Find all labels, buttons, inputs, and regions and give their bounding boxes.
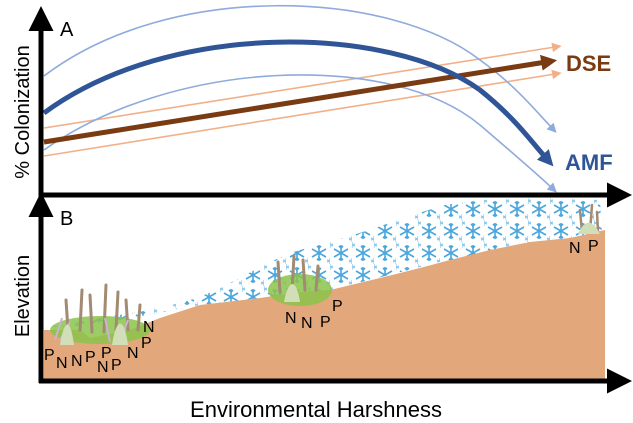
amf-label: AMF [565, 150, 613, 175]
np-label: P [101, 345, 112, 362]
np-label: N [285, 310, 297, 327]
x-axis-label: Environmental Harshness [190, 397, 442, 422]
np-labels-mid: N N P P P [285, 298, 343, 332]
np-label: P [111, 357, 122, 374]
np-labels-low: P N N P P N P N P N [44, 319, 155, 376]
np-label: N [143, 319, 155, 336]
dse-band-upper [43, 42, 562, 129]
np-label: P [44, 347, 55, 364]
np-label: P [141, 335, 152, 352]
np-label: N [56, 355, 68, 372]
np-label: N [127, 345, 139, 362]
vegetation-high [578, 203, 600, 234]
np-label: N [71, 353, 83, 370]
np-label: P [588, 238, 599, 255]
amf-trend-arrow [42, 39, 554, 167]
np-labels-high: N P [569, 238, 599, 257]
panel-a-letter: A [60, 19, 74, 41]
amf-band-upper [43, 4, 557, 133]
ground-slope [44, 230, 605, 380]
panel-a: A DSE AMF % Colonization [12, 4, 613, 193]
axes [28, 6, 632, 394]
panel-b-letter: B [60, 208, 73, 230]
np-label: P [85, 349, 96, 366]
np-label: N [301, 315, 313, 332]
dse-label: DSE [566, 51, 611, 76]
amf-band [43, 4, 557, 193]
panel-b-ylabel: Elevation [12, 255, 34, 337]
np-label: N [97, 359, 109, 376]
np-label: P [332, 298, 343, 315]
dse-trend-arrow [43, 54, 558, 145]
np-label: N [569, 240, 581, 257]
vegetation-low [50, 283, 150, 345]
panel-a-ylabel: % Colonization [12, 45, 34, 178]
vegetation-mid [268, 254, 332, 306]
dse-band-lower [43, 69, 562, 157]
panel-b: P N N P P N P N P N N N P P P N P B Elev… [12, 198, 605, 380]
dse-band [43, 42, 562, 157]
np-label: P [320, 314, 331, 331]
snow-cover [44, 198, 602, 330]
